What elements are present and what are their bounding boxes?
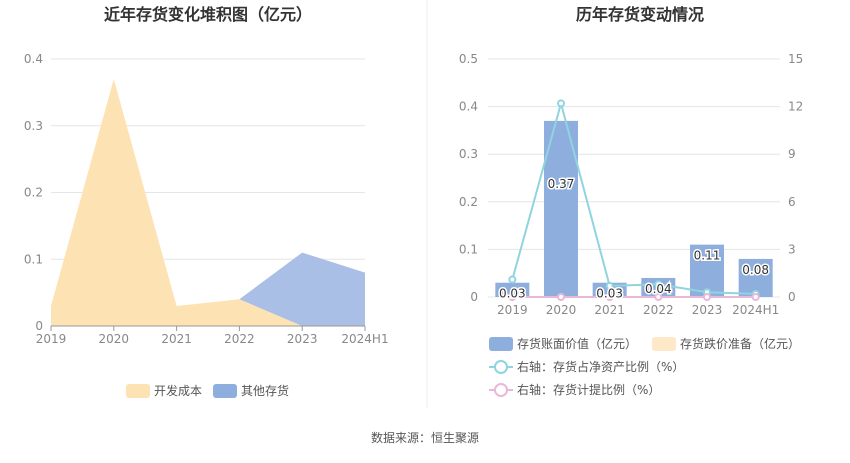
y-tick-label: 0.1	[24, 252, 43, 266]
bar-data-label: 0.11	[694, 249, 721, 263]
bar-book-value	[495, 282, 530, 297]
point-ratio-net-assets	[557, 99, 565, 108]
y-tick-label: 0.3	[24, 119, 43, 133]
x-tick-label: 2023	[692, 303, 723, 317]
y-left-tick-label: 0.1	[459, 242, 478, 256]
y-right-tick-label: 6	[788, 195, 796, 209]
point-provision-ratio	[703, 293, 711, 301]
y-right-tick-label: 9	[788, 147, 796, 161]
legend-marker-provision-ratio	[494, 383, 508, 397]
x-tick-label: 2019	[36, 332, 67, 346]
legend-label-dev-cost[interactable]: 开发成本	[154, 383, 202, 398]
left-chart-title: 近年存货变化堆积图（亿元）	[104, 5, 312, 24]
x-tick-label: 2020	[546, 303, 577, 317]
legend-label-ratio-net-assets[interactable]: 右轴：存货占净资产比例（%）	[517, 359, 684, 374]
area-dev-cost	[51, 79, 365, 327]
y-right-tick-label: 15	[788, 52, 803, 66]
point-ratio-net-assets	[508, 275, 517, 284]
y-right-tick-label: 0	[788, 290, 796, 304]
point-provision-ratio	[605, 293, 614, 301]
legend-label-other-inventory[interactable]: 其他存货	[241, 383, 289, 398]
right-legend: 存货账面价值（亿元） 存货跌价准备（亿元） 右轴：存货占净资产比例（%） 右轴：…	[489, 336, 800, 397]
point-provision-ratio	[508, 293, 517, 301]
x-tick-label: 2021	[594, 303, 625, 317]
point-ratio-net-assets	[605, 281, 614, 290]
x-tick-label: 2024H1	[341, 332, 388, 346]
x-tick-label: 2020	[99, 332, 130, 346]
bar-data-label: 0.37	[548, 177, 575, 191]
y-left-tick-label: 0.3	[459, 147, 478, 161]
y-right-tick-label: 12	[788, 100, 803, 114]
x-tick-label: 2023	[287, 332, 318, 346]
x-tick-label: 2022	[224, 332, 255, 346]
right-plot-area: 0 0.1 0.2 0.3 0.4 0.5 0 3 6 9 12 15 0.03 0.37 0.03 0.04…	[459, 52, 803, 317]
bar-data-label: 0.08	[742, 263, 769, 277]
x-tick-label: 2022	[643, 303, 674, 317]
x-tick-label: 2019	[497, 303, 528, 317]
left-legend: 开发成本 其他存货	[126, 383, 289, 398]
area-other-inventory	[51, 79, 365, 327]
point-provision-ratio	[751, 293, 760, 301]
left-plot-area: 0 0.1 0.2 0.3 0.4 2019 2020 2021 2022 2023 2024H1	[24, 52, 389, 346]
legend-swatch-other-inventory	[213, 384, 237, 398]
legend-marker-ratio-net-assets	[494, 360, 508, 374]
legend-label-provision-ratio[interactable]: 右轴：存货计提比例（%）	[517, 382, 660, 397]
bar-data-label: 0.03	[499, 287, 526, 301]
source-note: 数据来源：恒生聚源	[371, 430, 479, 445]
y-tick-label: 0.4	[24, 52, 43, 66]
point-provision-ratio	[654, 293, 663, 301]
y-left-tick-label: 0.2	[459, 195, 478, 209]
bar-book-value	[544, 120, 578, 297]
y-left-tick-label: 0.4	[459, 100, 478, 114]
legend-swatch-impairment	[652, 337, 676, 351]
y-left-tick-label: 0	[470, 290, 478, 304]
bar-data-label: 0.04	[645, 282, 672, 296]
y-right-tick-label: 3	[788, 242, 796, 256]
point-ratio-net-assets	[654, 280, 663, 289]
y-tick-label: 0	[35, 319, 43, 333]
y-tick-label: 0.2	[24, 186, 43, 200]
y-left-tick-label: 0.5	[459, 52, 478, 66]
legend-swatch-dev-cost	[126, 384, 150, 398]
legend-label-impairment[interactable]: 存货跌价准备（亿元）	[680, 336, 800, 351]
right-chart-title: 历年存货变动情况	[576, 5, 704, 24]
bar-data-label: 0.03	[596, 287, 623, 301]
legend-swatch-book-value	[489, 337, 513, 351]
legend-label-book-value[interactable]: 存货账面价值（亿元）	[517, 336, 637, 351]
line-ratio-net-assets	[511, 99, 756, 295]
point-provision-ratio	[557, 293, 565, 301]
x-tick-label: 2021	[161, 332, 192, 346]
x-tick-label: 2024H1	[732, 303, 779, 317]
